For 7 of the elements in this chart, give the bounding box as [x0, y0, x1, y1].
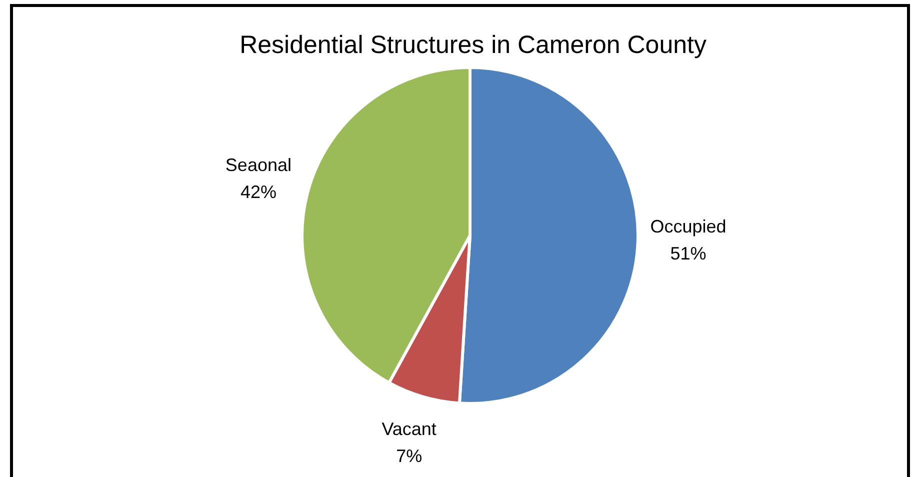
slice-label: Seaonal — [225, 155, 292, 176]
data-label: 42% — [240, 182, 276, 202]
slice-label: Vacant — [382, 419, 436, 440]
data-label: 7% — [396, 446, 422, 466]
slice-label: Occupied — [650, 216, 726, 236]
data-label: 51% — [670, 243, 706, 264]
chart-title: Residential Structures in Cameron County — [240, 30, 707, 59]
